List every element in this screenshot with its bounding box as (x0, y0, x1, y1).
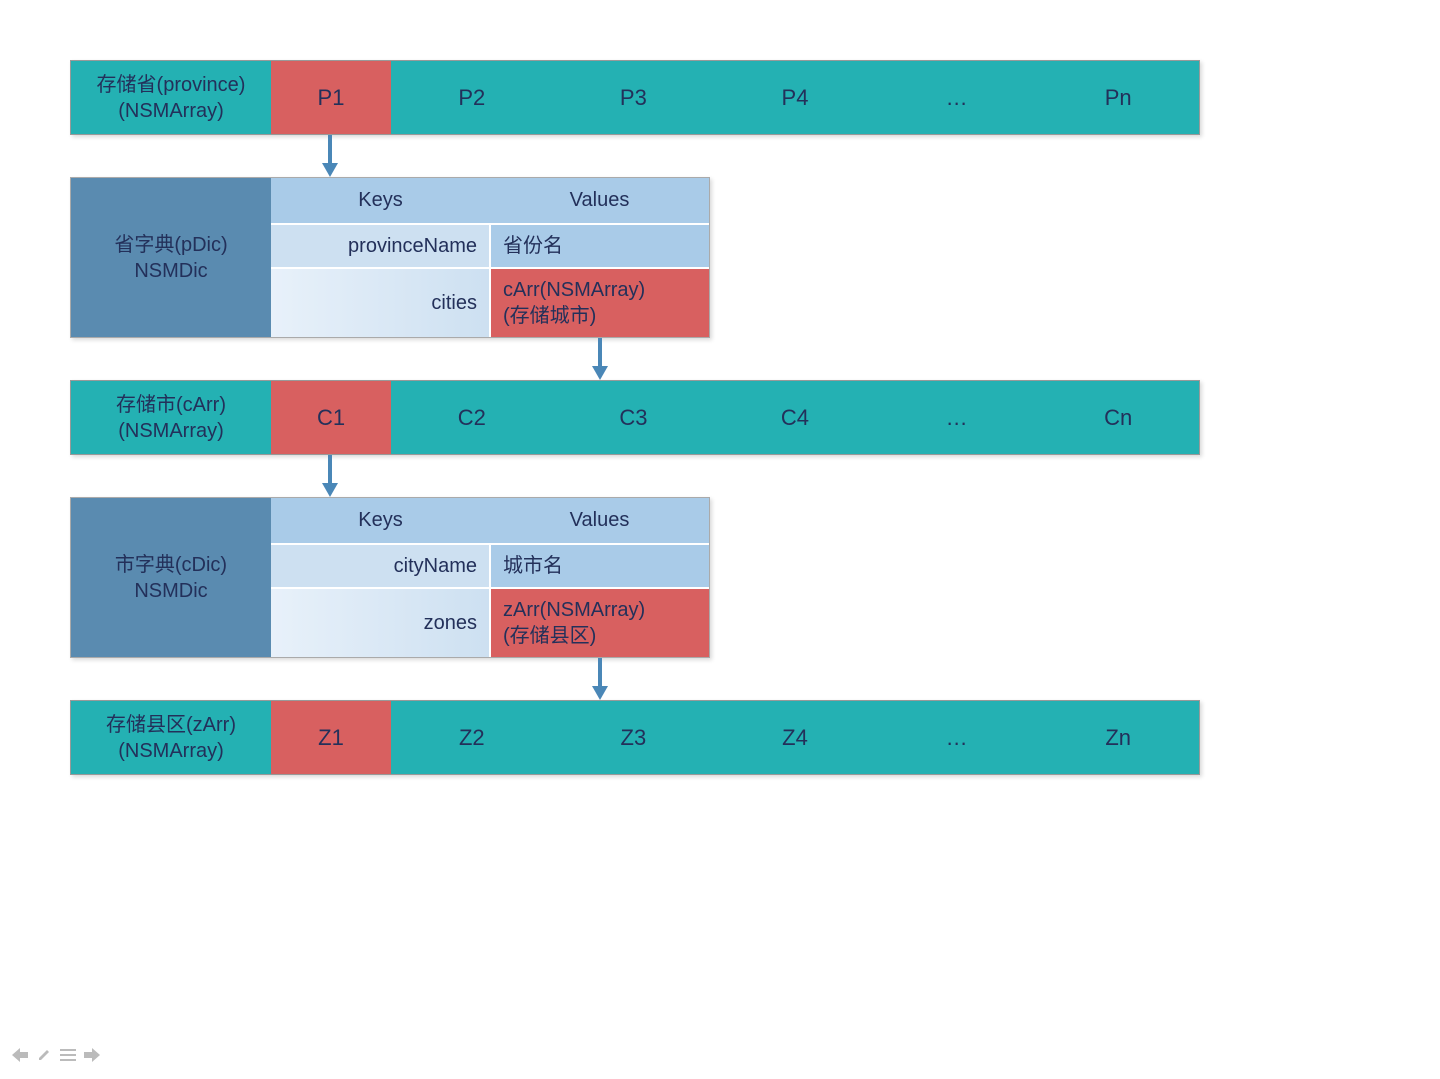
label-text: (NSMArray) (118, 418, 224, 444)
cell-text: … (876, 85, 1038, 111)
zone-rest-cells: Z2 Z3 Z4 … Zn (391, 701, 1199, 774)
cell-text: 城市名 (503, 553, 563, 579)
dict-row: provinceName 省份名 (271, 223, 709, 267)
cell-text: Z2 (391, 725, 553, 751)
cell-text: cArr(NSMArray) (503, 277, 645, 303)
label-text: 存储市(cArr) (116, 392, 226, 418)
city-dict-table: Keys Values cityName 城市名 zones zArr(NSMA… (271, 498, 709, 657)
cell-text: Z4 (714, 725, 876, 751)
cell-text: P4 (714, 85, 876, 111)
cell-text: Pn (1037, 85, 1199, 111)
zone-array-label: 存储县区(zArr) (NSMArray) (71, 701, 271, 774)
cell-text: zArr(NSMArray) (503, 597, 645, 623)
cell-text: Z1 (318, 725, 344, 751)
cell-text: Cn (1037, 405, 1199, 431)
dict-header-keys: Keys (271, 178, 490, 223)
edit-icon[interactable] (34, 1046, 54, 1064)
zone-highlight-cell: Z1 (271, 701, 391, 774)
province-rest-cells: P2 P3 P4 … Pn (391, 61, 1199, 134)
dict-row: zones zArr(NSMArray) (存储县区) (271, 587, 709, 657)
dict-key-cell: cities (271, 269, 491, 337)
dict-val-cell: 城市名 (491, 545, 709, 587)
forward-icon[interactable] (82, 1046, 102, 1064)
cell-text: C2 (391, 405, 553, 431)
dict-row: cityName 城市名 (271, 543, 709, 587)
dict-val-cell-highlight: cArr(NSMArray) (存储城市) (491, 269, 709, 337)
dict-val-cell: 省份名 (491, 225, 709, 267)
cell-text: C3 (553, 405, 715, 431)
cell-text: (存储城市) (503, 303, 596, 329)
dict-header-row: Keys Values (271, 498, 709, 543)
dict-header-row: Keys Values (271, 178, 709, 223)
cell-text: P1 (318, 85, 345, 111)
city-dict-label: 市字典(cDic) NSMDic (71, 498, 271, 657)
cell-text: P2 (391, 85, 553, 111)
dict-key-cell: provinceName (271, 225, 491, 267)
back-icon[interactable] (10, 1046, 30, 1064)
dict-header-keys: Keys (271, 498, 490, 543)
label-text: 存储省(province) (97, 72, 246, 98)
dict-key-cell: zones (271, 589, 491, 657)
label-text: 市字典(cDic) (115, 552, 227, 578)
list-icon[interactable] (58, 1046, 78, 1064)
city-dict-box: 市字典(cDic) NSMDic Keys Values cityName 城市… (70, 497, 710, 658)
cell-text: … (876, 725, 1038, 751)
dict-key-cell: cityName (271, 545, 491, 587)
cell-text: … (876, 405, 1038, 431)
cell-text: C1 (317, 405, 345, 431)
province-dict-box: 省字典(pDic) NSMDic Keys Values provinceNam… (70, 177, 710, 338)
cell-text: (存储县区) (503, 623, 596, 649)
label-text: NSMDic (134, 258, 207, 284)
diagram-container: 存储省(province) (NSMArray) P1 P2 P3 P4 … P… (70, 60, 1200, 775)
province-dict-table: Keys Values provinceName 省份名 cities cArr… (271, 178, 709, 337)
province-array-label: 存储省(province) (NSMArray) (71, 61, 271, 134)
dict-row: cities cArr(NSMArray) (存储城市) (271, 267, 709, 337)
dict-header-values: Values (490, 178, 709, 223)
dict-val-cell-highlight: zArr(NSMArray) (存储县区) (491, 589, 709, 657)
label-text: 省字典(pDic) (114, 232, 227, 258)
label-text: 存储县区(zArr) (106, 712, 236, 738)
cell-text: P3 (553, 85, 715, 111)
dict-header-values: Values (490, 498, 709, 543)
province-array-row: 存储省(province) (NSMArray) P1 P2 P3 P4 … P… (70, 60, 1200, 135)
province-dict-label: 省字典(pDic) NSMDic (71, 178, 271, 337)
cell-text: 省份名 (503, 233, 563, 259)
label-text: (NSMArray) (118, 98, 224, 124)
cell-text: C4 (714, 405, 876, 431)
province-highlight-cell: P1 (271, 61, 391, 134)
cell-text: Zn (1037, 725, 1199, 751)
cell-text: Z3 (553, 725, 715, 751)
city-array-row: 存储市(cArr) (NSMArray) C1 C2 C3 C4 … Cn (70, 380, 1200, 455)
city-rest-cells: C2 C3 C4 … Cn (391, 381, 1199, 454)
zone-array-row: 存储县区(zArr) (NSMArray) Z1 Z2 Z3 Z4 … Zn (70, 700, 1200, 775)
city-array-label: 存储市(cArr) (NSMArray) (71, 381, 271, 454)
label-text: NSMDic (134, 578, 207, 604)
label-text: (NSMArray) (118, 738, 224, 764)
city-highlight-cell: C1 (271, 381, 391, 454)
bottom-toolbar (10, 1046, 102, 1064)
